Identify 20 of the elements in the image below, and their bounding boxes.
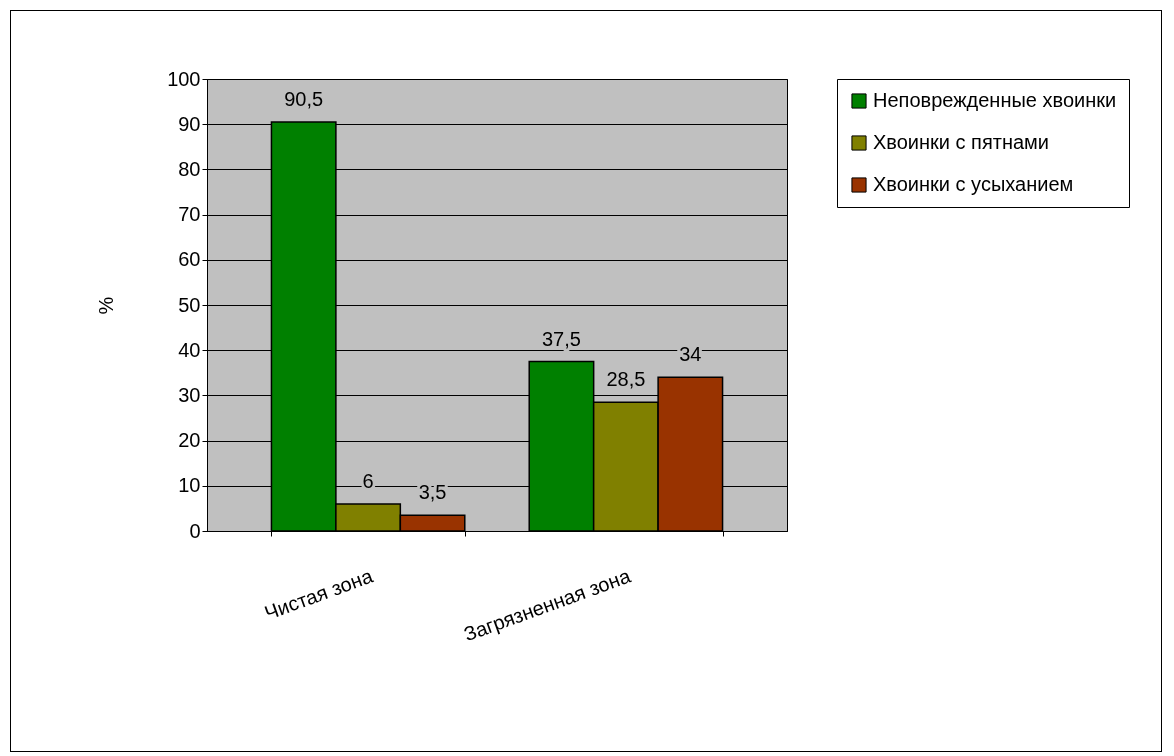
- y-tick-label: 20: [178, 429, 201, 452]
- legend-label: Неповрежденные хвоинки: [873, 89, 1117, 111]
- y-tick-label: 80: [178, 157, 201, 180]
- y-tick-label: 0: [189, 519, 201, 542]
- data-label: 90,5: [284, 87, 324, 110]
- y-tick-label: 100: [167, 67, 201, 90]
- x-tick-label: Чистая зона: [261, 564, 377, 625]
- y-tick-label: 50: [178, 293, 201, 316]
- y-tick-label: 40: [178, 338, 201, 361]
- y-tick-label: 90: [178, 112, 201, 135]
- y-tick-label: 10: [178, 474, 201, 497]
- y-tick-label: 30: [178, 383, 201, 406]
- legend-label: Хвоинки с усыханием: [873, 173, 1074, 195]
- legend-label: Хвоинки с пятнами: [873, 131, 1050, 153]
- y-axis-title: %: [95, 296, 118, 315]
- data-label: 37,5: [541, 327, 581, 350]
- data-label: 3,5: [418, 481, 447, 504]
- y-tick-label: 70: [178, 203, 201, 226]
- y-tick-label: 60: [178, 248, 201, 271]
- data-label: 28,5: [606, 368, 646, 391]
